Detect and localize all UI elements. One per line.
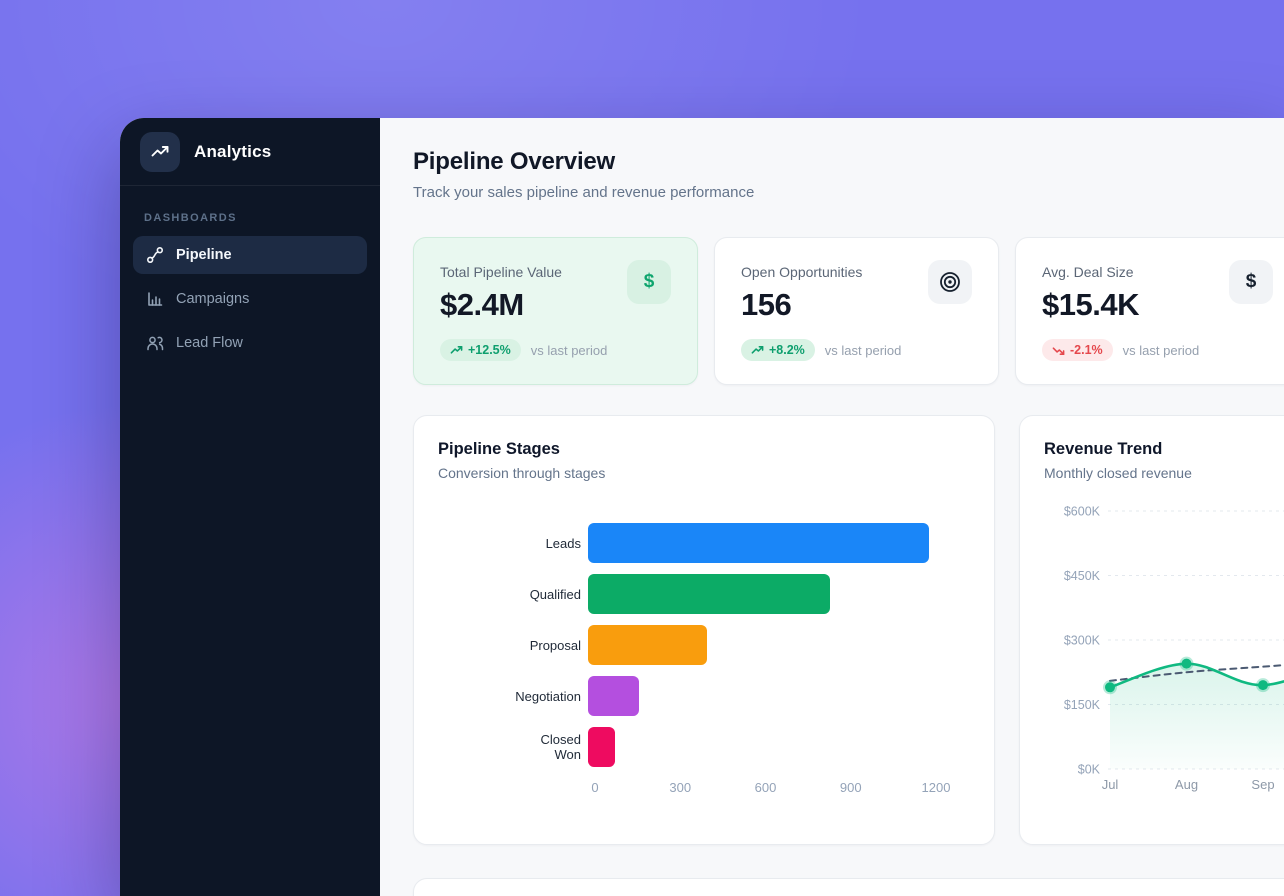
x-axis-tick: 900 — [839, 780, 862, 795]
sidebar-item-pipeline[interactable]: Pipeline — [133, 236, 367, 274]
chart-title: Pipeline Stages — [438, 440, 560, 458]
sidebar-item-label: Campaigns — [176, 291, 250, 307]
stage-label: Negotiation — [515, 688, 581, 704]
stat-card-open-opportunities: Open Opportunities 156 +8.2% vs last per… — [714, 237, 999, 385]
x-axis: 0 300 600 900 1200 — [591, 778, 970, 798]
change-badge: -2.1% — [1042, 339, 1113, 361]
compare-label: vs last period — [824, 342, 902, 358]
bar-chart-icon — [146, 290, 164, 308]
stat-value: $2.4M — [440, 287, 524, 322]
stage-row: Proposal — [438, 625, 970, 665]
page-title: Pipeline Overview — [413, 148, 616, 175]
page-subtitle: Track your sales pipeline and revenue pe… — [413, 184, 755, 201]
sidebar-nav: Pipeline Campaigns — [120, 236, 380, 362]
trend-dashed-line — [1109, 664, 1284, 682]
x-axis-tick: 0 — [591, 780, 599, 795]
y-axis-tick: $600K — [1064, 505, 1101, 519]
bottom-card-partial — [413, 878, 1284, 896]
pipeline-stages-bar-chart: Leads Qualified Proposal Negotiation Closed … — [438, 523, 970, 798]
stat-card-avg-deal-size: Avg. Deal Size $15.4K -2.1% vs last peri… — [1015, 237, 1284, 385]
chart-subtitle: Conversion through stages — [438, 465, 606, 481]
app-logo — [140, 132, 180, 172]
stage-row: Qualified — [438, 574, 970, 614]
stats-row: Total Pipeline Value $2.4M +12.5% vs las… — [413, 237, 1284, 385]
chart-subtitle: Monthly closed revenue — [1044, 465, 1192, 481]
stage-label: Closed Won — [540, 732, 581, 762]
data-point[interactable] — [1256, 678, 1270, 693]
chart-title: Revenue Trend — [1044, 440, 1163, 458]
stage-row: Negotiation — [438, 676, 970, 716]
pipeline-stages-card: Pipeline Stages Conversion through stage… — [413, 415, 995, 845]
compare-label: vs last period — [530, 342, 608, 358]
charts-row: Pipeline Stages Conversion through stage… — [413, 415, 1284, 845]
data-point[interactable] — [1103, 680, 1117, 695]
x-axis-tick: Jul — [1102, 777, 1119, 792]
trending-up-icon — [151, 146, 169, 157]
stage-bar[interactable] — [588, 523, 929, 563]
sidebar: Analytics DASHBOARDS Pipeline — [120, 118, 380, 896]
trending-up-icon — [751, 345, 764, 354]
stage-row: Leads — [438, 523, 970, 563]
trending-up-icon — [450, 345, 463, 354]
users-icon — [146, 334, 164, 352]
x-axis-tick: Sep — [1251, 777, 1274, 792]
stat-card-total-pipeline-value: Total Pipeline Value $2.4M +12.5% vs las… — [413, 237, 698, 385]
stat-value: 156 — [741, 287, 792, 322]
stat-label: Total Pipeline Value — [440, 264, 562, 280]
revenue-trend-card: Revenue Trend Monthly closed revenue $0K… — [1019, 415, 1284, 845]
change-badge: +12.5% — [440, 339, 521, 361]
trending-down-icon — [1052, 346, 1065, 355]
stat-label: Avg. Deal Size — [1042, 264, 1134, 280]
sidebar-section-label: DASHBOARDS — [144, 212, 237, 224]
revenue-line — [1108, 662, 1284, 689]
stage-label: Proposal — [529, 637, 581, 653]
x-axis-tick: 600 — [754, 780, 777, 795]
revenue-trend-line-chart: $0K $150K $300K $450K $600K Jul Aug Sep — [1064, 505, 1284, 792]
x-axis-tick: Aug — [1175, 777, 1198, 792]
stage-bar[interactable] — [588, 574, 830, 614]
brand-row: Analytics — [120, 118, 380, 186]
stage-bar[interactable] — [588, 625, 708, 665]
stat-value: $15.4K — [1042, 287, 1139, 322]
y-axis-tick: $150K — [1064, 698, 1101, 712]
stage-row: Closed Won — [438, 727, 970, 767]
dollar-icon: $ — [1229, 260, 1273, 304]
compare-label: vs last period — [1122, 342, 1200, 358]
sidebar-item-label: Pipeline — [176, 247, 232, 263]
change-badge: +8.2% — [741, 339, 815, 361]
stage-bar[interactable] — [588, 727, 615, 767]
stage-label: Qualified — [529, 586, 581, 602]
main-content: Pipeline Overview Track your sales pipel… — [380, 118, 1284, 896]
sidebar-item-campaigns[interactable]: Campaigns — [133, 280, 367, 318]
brand-name: Analytics — [194, 142, 272, 161]
stat-label: Open Opportunities — [741, 264, 863, 280]
route-icon — [146, 246, 164, 264]
data-point[interactable] — [1179, 656, 1194, 671]
dollar-icon: $ — [627, 260, 671, 304]
y-axis-tick: $0K — [1078, 763, 1101, 777]
x-axis-tick: 1200 — [921, 780, 951, 795]
x-axis-tick: 300 — [669, 780, 692, 795]
app-window: Analytics DASHBOARDS Pipeline — [120, 118, 1284, 896]
y-axis-tick: $450K — [1064, 569, 1101, 583]
sidebar-item-label: Lead Flow — [176, 335, 243, 351]
y-axis-tick: $300K — [1064, 634, 1101, 648]
area-fill — [1110, 663, 1284, 769]
stage-label: Leads — [545, 535, 581, 551]
target-icon — [928, 260, 972, 304]
sidebar-item-lead-flow[interactable]: Lead Flow — [133, 324, 367, 362]
stage-bar[interactable] — [588, 676, 640, 716]
